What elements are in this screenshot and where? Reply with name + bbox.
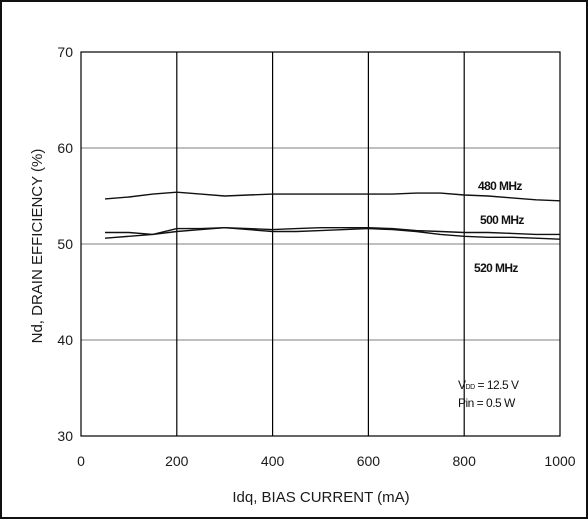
x-tick-label-600: 600 <box>357 453 381 469</box>
y-tick-label-60: 60 <box>57 140 73 156</box>
grid <box>80 51 561 437</box>
y-tick-label-40: 40 <box>57 332 73 348</box>
vdd-annotation: VDD = 12.5 V <box>458 378 519 392</box>
y-axis-title: Nd, DRAIN EFFICIENCY (%) <box>29 149 46 344</box>
x-tick-label-1000: 1000 <box>544 453 575 469</box>
series-line-500mhz <box>105 226 560 236</box>
x-axis-title: Idq, BIAS CURRENT (mA) <box>232 489 409 506</box>
y-tick-label-50: 50 <box>57 236 73 252</box>
x-tick-label-400: 400 <box>261 453 285 469</box>
y-tick-label-30: 30 <box>57 428 73 444</box>
series-line-520mhz <box>104 226 561 240</box>
series-label-480mhz: 480 MHz <box>478 179 522 193</box>
series-label-520mhz: 520 MHz <box>474 261 518 275</box>
series-label-500mhz: 500 MHz <box>480 213 524 227</box>
series-line-480mhz <box>104 191 561 202</box>
x-tick-label-200: 200 <box>165 453 189 469</box>
series-lines <box>104 191 561 240</box>
x-tick-label-800: 800 <box>453 453 477 469</box>
y-tick-label-70: 70 <box>57 44 73 60</box>
tick-labels: 0 200 400 600 800 1000 30 40 50 60 70 <box>57 44 575 469</box>
pin-annotation: Pin = 0.5 W <box>458 396 516 410</box>
x-tick-label-0: 0 <box>77 453 85 469</box>
